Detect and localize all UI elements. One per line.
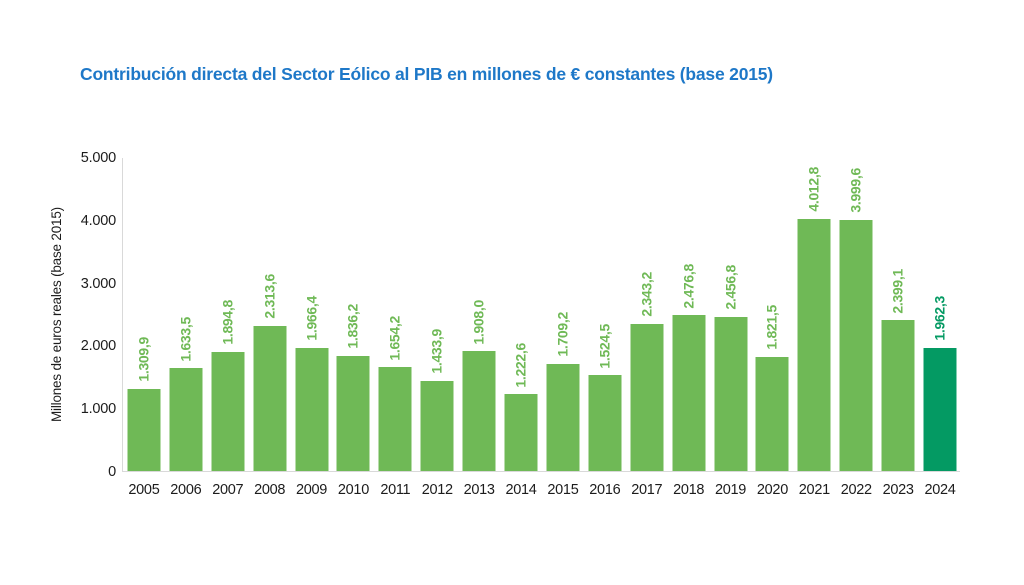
bar-slot: 1.709,2 xyxy=(542,158,584,471)
bar-value-label: 1.836,2 xyxy=(344,304,361,349)
bar xyxy=(755,356,789,471)
x-tick-label: 2018 xyxy=(673,482,705,498)
x-tick-label: 2011 xyxy=(380,482,411,498)
bar-slot: 1.433,9 xyxy=(416,158,458,471)
bar xyxy=(462,351,496,471)
bar-value-label: 2.399,1 xyxy=(889,268,906,314)
x-tick-label: 2023 xyxy=(882,482,914,498)
bar xyxy=(923,347,957,471)
bar xyxy=(546,363,580,471)
bar-value-label: 4.012,8 xyxy=(805,167,822,212)
bar-value-label: 2.476,8 xyxy=(680,263,697,309)
bar-slot: 1.654,2 xyxy=(374,158,416,471)
x-tick-label: 2005 xyxy=(128,482,160,498)
bar-slot: 1.524,5 xyxy=(584,158,626,471)
bar-slot: 2.456,8 xyxy=(710,158,752,471)
bar-slot: 1.908,0 xyxy=(458,158,500,471)
bar-slot: 1.894,8 xyxy=(207,158,249,471)
bar-value-label: 1.962,3 xyxy=(931,296,948,341)
bar-slot: 4.012,8 xyxy=(793,158,835,471)
bar-value-label: 2.313,6 xyxy=(261,274,278,319)
y-tick-label: 3.000 xyxy=(80,275,116,292)
bar-value-label: 1.908,0 xyxy=(470,299,487,345)
bar xyxy=(839,219,873,471)
chart-title: Contribución directa del Sector Eólico a… xyxy=(80,64,773,84)
x-tick-label: 2009 xyxy=(296,482,328,498)
y-tick-label: 4.000 xyxy=(80,212,116,229)
bar xyxy=(169,368,203,471)
x-tick-label: 2006 xyxy=(170,482,202,498)
y-tick-label: 0 xyxy=(108,464,116,480)
bar-value-label: 1.654,2 xyxy=(386,315,403,361)
bar xyxy=(420,380,454,471)
bar-value-label: 1.821,5 xyxy=(763,305,780,350)
bar-slot: 2.343,2 xyxy=(626,158,668,471)
bar xyxy=(253,325,287,471)
bar-value-label: 1.633,5 xyxy=(177,316,194,362)
bar-value-label: 2.343,2 xyxy=(638,272,655,317)
bar-value-label: 1.433,9 xyxy=(428,329,445,374)
y-tick-label: 1.000 xyxy=(80,401,116,418)
y-tick-label: 2.000 xyxy=(80,338,116,355)
x-tick-label: 2021 xyxy=(798,482,830,498)
bar-slot: 1.633,5 xyxy=(165,158,207,471)
bar-slot: 2.313,6 xyxy=(249,158,291,471)
bar-slot: 1.821,5 xyxy=(752,158,794,471)
bar-slot: 1.309,9 xyxy=(123,158,165,471)
bar-slot: 1.962,3 xyxy=(919,158,961,471)
bar xyxy=(672,315,706,471)
bar-slot: 2.399,1 xyxy=(877,158,919,471)
x-tick-label: 2014 xyxy=(505,482,537,498)
bar-value-label: 1.966,4 xyxy=(303,295,320,341)
bar-value-label: 1.222,6 xyxy=(512,342,529,388)
bar xyxy=(504,394,538,471)
bar-value-label: 1.894,8 xyxy=(219,300,236,346)
x-tick-label: 2013 xyxy=(463,482,495,498)
bar xyxy=(714,316,748,471)
x-tick-label: 2017 xyxy=(631,482,663,498)
bar-value-label: 1.709,2 xyxy=(554,312,571,357)
bar xyxy=(211,352,245,471)
x-tick-label: 2024 xyxy=(924,482,956,498)
x-tick-label: 2007 xyxy=(212,482,244,498)
x-tick-label: 2008 xyxy=(254,482,286,498)
bar xyxy=(881,320,915,471)
y-axis-title: Millones de euros reales (base 2015) xyxy=(49,207,64,423)
bar xyxy=(127,388,161,471)
x-tick-label: 2010 xyxy=(337,482,369,498)
bar-slot: 1.222,6 xyxy=(500,158,542,471)
bar-value-label: 3.999,6 xyxy=(847,168,864,213)
x-tick-label: 2012 xyxy=(421,482,453,498)
bar-value-label: 1.524,5 xyxy=(596,323,613,369)
x-tick-label: 2019 xyxy=(715,482,747,498)
bar xyxy=(588,375,622,471)
bar-slot: 1.836,2 xyxy=(333,158,375,471)
bar xyxy=(797,219,831,471)
x-tick-label: 2016 xyxy=(589,482,621,498)
x-tick-label: 2022 xyxy=(840,482,872,498)
bar-slot: 1.966,4 xyxy=(291,158,333,471)
bar xyxy=(630,323,664,471)
bar-value-label: 2.456,8 xyxy=(722,265,739,310)
y-tick-label: 5.000 xyxy=(80,150,116,166)
x-tick-label: 2015 xyxy=(547,482,579,498)
bar-value-label: 1.309,9 xyxy=(135,337,152,382)
bar-slot: 2.476,8 xyxy=(668,158,710,471)
x-tick-label: 2020 xyxy=(756,482,788,498)
bar-slot: 3.999,6 xyxy=(835,158,877,471)
bar xyxy=(295,347,329,471)
bar xyxy=(336,355,370,471)
bar xyxy=(378,367,412,471)
plot-area: 2005 1.309,9 2006 1.633,5 2007 1.894,8 2008 2.3… xyxy=(122,158,961,498)
